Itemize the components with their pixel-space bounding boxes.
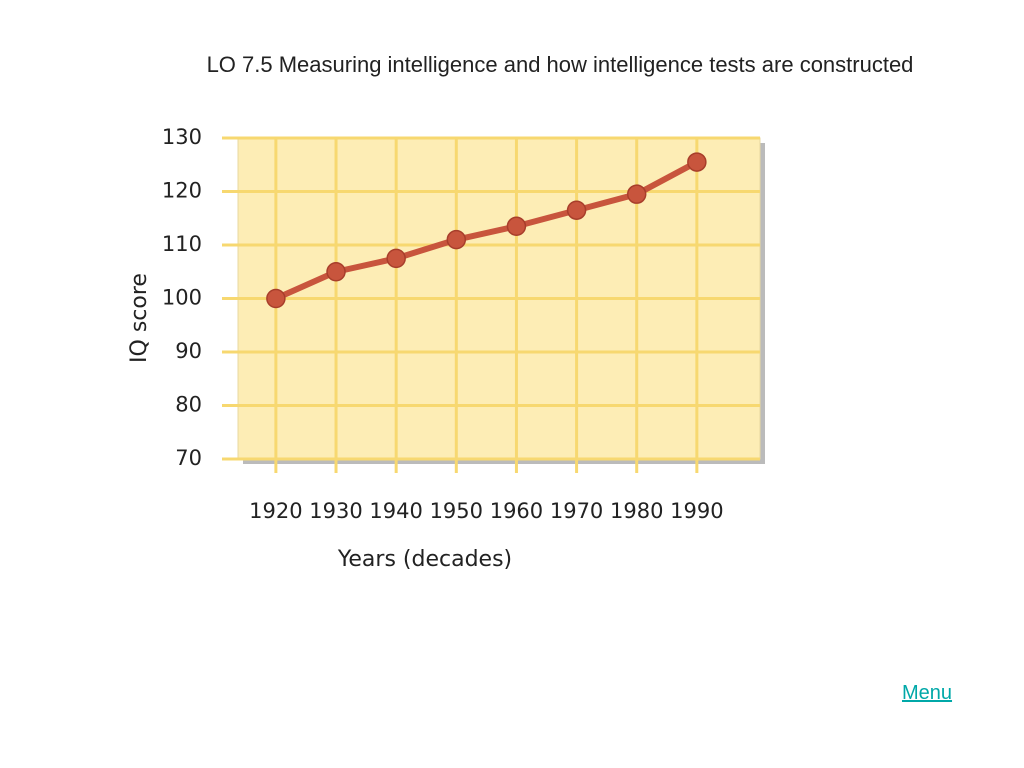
data-point (446, 229, 467, 250)
data-point (687, 152, 707, 172)
x-tick-label: 1920 (249, 499, 302, 523)
x-tick-label: 1980 (610, 499, 663, 523)
slide-title: LO 7.5 Measuring intelligence and how in… (207, 52, 914, 77)
x-tick-label: 1970 (550, 499, 603, 523)
x-axis-label: Years (decades) (337, 547, 512, 572)
data-point (386, 248, 406, 269)
menu-link[interactable]: Menu (902, 682, 953, 704)
y-tick-label: 100 (162, 286, 202, 310)
y-tick-label: 120 (162, 179, 202, 203)
y-tick-label: 130 (162, 125, 202, 149)
x-tick-label: 1990 (670, 499, 723, 523)
y-axis-label: IQ score (127, 273, 152, 363)
y-tick-label: 70 (175, 446, 202, 470)
y-tick-label: 90 (175, 339, 202, 363)
data-point (326, 262, 346, 282)
data-point (626, 184, 647, 204)
x-tick-label: 1940 (369, 499, 422, 523)
x-tick-label: 1930 (309, 499, 362, 523)
data-line (274, 159, 699, 302)
data-point (266, 288, 286, 309)
data-point (566, 200, 587, 220)
data-point (506, 216, 527, 237)
x-tick-label: 1950 (430, 499, 483, 523)
y-tick-label: 80 (175, 393, 202, 417)
y-tick-label: 110 (162, 232, 202, 256)
x-tick-label: 1960 (490, 499, 543, 523)
